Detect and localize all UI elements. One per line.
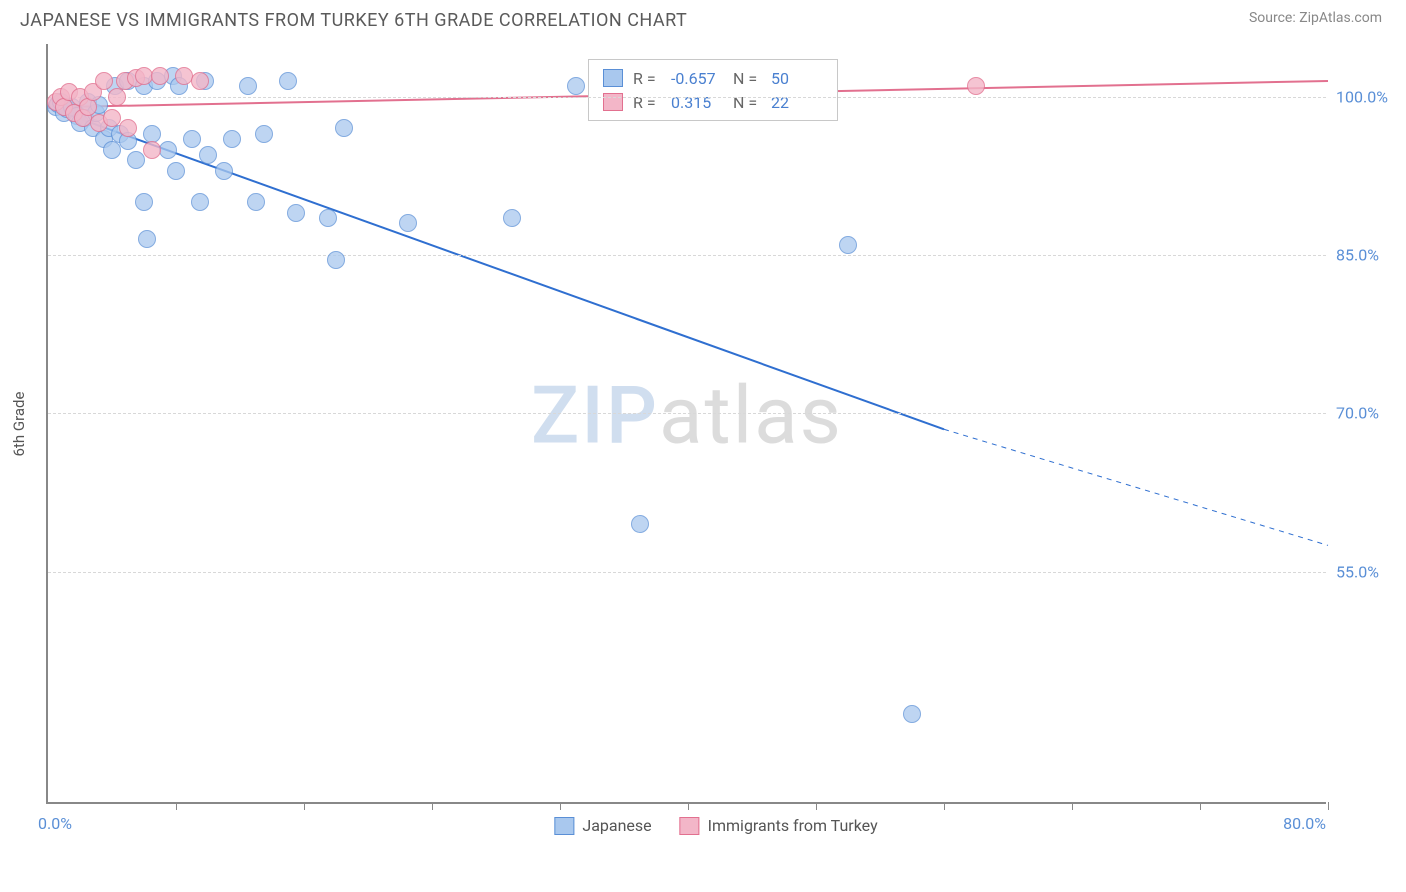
data-point (279, 72, 297, 90)
source-label: Source: (1249, 10, 1299, 26)
data-point (159, 141, 177, 159)
stat-n-label: N = (733, 93, 761, 112)
trend-line (48, 107, 944, 429)
data-point (151, 67, 169, 85)
series-legend: Japanese Immigrants from Turkey (554, 816, 877, 835)
data-point (135, 193, 153, 211)
data-point (127, 151, 145, 169)
gridline (48, 255, 1326, 256)
stats-legend-box: R = -0.657 N = 50 R = 0.315 N = 22 (588, 59, 838, 121)
stats-legend-row: R = 0.315 N = 22 (603, 90, 823, 114)
data-point (215, 162, 233, 180)
data-point (335, 119, 353, 137)
data-point (103, 109, 121, 127)
y-axis-title: 6th Grade (10, 392, 28, 457)
data-point (247, 193, 265, 211)
data-point (839, 236, 857, 254)
data-point (167, 162, 185, 180)
stat-r-label: R = (633, 93, 661, 112)
data-point (239, 77, 257, 95)
stat-n-value: 50 (771, 69, 823, 88)
stat-r-value: -0.657 (671, 69, 723, 88)
x-tick (304, 802, 305, 810)
x-tick (560, 802, 561, 810)
y-tick-label: 55.0% (1336, 562, 1379, 581)
chart-container: 6th Grade ZIPatlas R =-0.657N =50R =0.31… (46, 44, 1386, 834)
data-point (95, 72, 113, 90)
y-tick-label: 100.0% (1336, 87, 1388, 106)
legend-item: Immigrants from Turkey (680, 816, 878, 835)
data-point (183, 130, 201, 148)
stat-n-label: N = (733, 69, 761, 88)
x-tick (944, 802, 945, 810)
x-tick (688, 802, 689, 810)
legend-swatch (554, 817, 574, 835)
stat-r-label: R = (633, 69, 661, 88)
gridline (48, 413, 1326, 414)
data-point (319, 209, 337, 227)
data-point (567, 77, 585, 95)
y-tick-label: 85.0% (1336, 246, 1379, 265)
x-tick (1328, 802, 1329, 810)
source-attribution: Source: ZipAtlas.com (1249, 10, 1382, 26)
data-point (287, 204, 305, 222)
stats-legend-row: R = -0.657 N = 50 (603, 66, 823, 90)
legend-swatch (603, 93, 623, 111)
data-point (223, 130, 241, 148)
legend-swatch (680, 817, 700, 835)
data-point (79, 98, 97, 116)
stat-r-value: 0.315 (671, 93, 723, 112)
legend-label: Japanese (582, 816, 651, 835)
x-tick (1072, 802, 1073, 810)
gridline (48, 572, 1326, 573)
data-point (191, 72, 209, 90)
data-point (503, 209, 521, 227)
x-tick (1200, 802, 1201, 810)
plot-area: ZIPatlas R =-0.657N =50R =0.315N =22 (46, 44, 1326, 804)
data-point (967, 77, 985, 95)
chart-title: JAPANESE VS IMMIGRANTS FROM TURKEY 6TH G… (20, 10, 687, 31)
data-point (327, 251, 345, 269)
trend-line-extrapolated (944, 429, 1328, 545)
x-axis-min-label: 0.0% (38, 814, 72, 833)
source-value: ZipAtlas.com (1299, 10, 1382, 26)
x-axis-max-label: 80.0% (1283, 814, 1326, 833)
data-point (143, 141, 161, 159)
x-tick (816, 802, 817, 810)
y-tick-label: 70.0% (1336, 404, 1379, 423)
chart-header: JAPANESE VS IMMIGRANTS FROM TURKEY 6TH G… (0, 0, 1406, 35)
data-point (138, 230, 156, 248)
data-point (108, 88, 126, 106)
data-point (255, 125, 273, 143)
data-point (191, 193, 209, 211)
data-point (903, 705, 921, 723)
stat-n-value: 22 (771, 93, 823, 112)
legend-label: Immigrants from Turkey (708, 816, 878, 835)
data-point (399, 214, 417, 232)
legend-swatch (603, 69, 623, 87)
x-tick (432, 802, 433, 810)
data-point (119, 119, 137, 137)
x-tick (176, 802, 177, 810)
trend-lines (48, 44, 1328, 804)
data-point (631, 515, 649, 533)
legend-item: Japanese (554, 816, 651, 835)
data-point (199, 146, 217, 164)
gridline (48, 97, 1326, 98)
